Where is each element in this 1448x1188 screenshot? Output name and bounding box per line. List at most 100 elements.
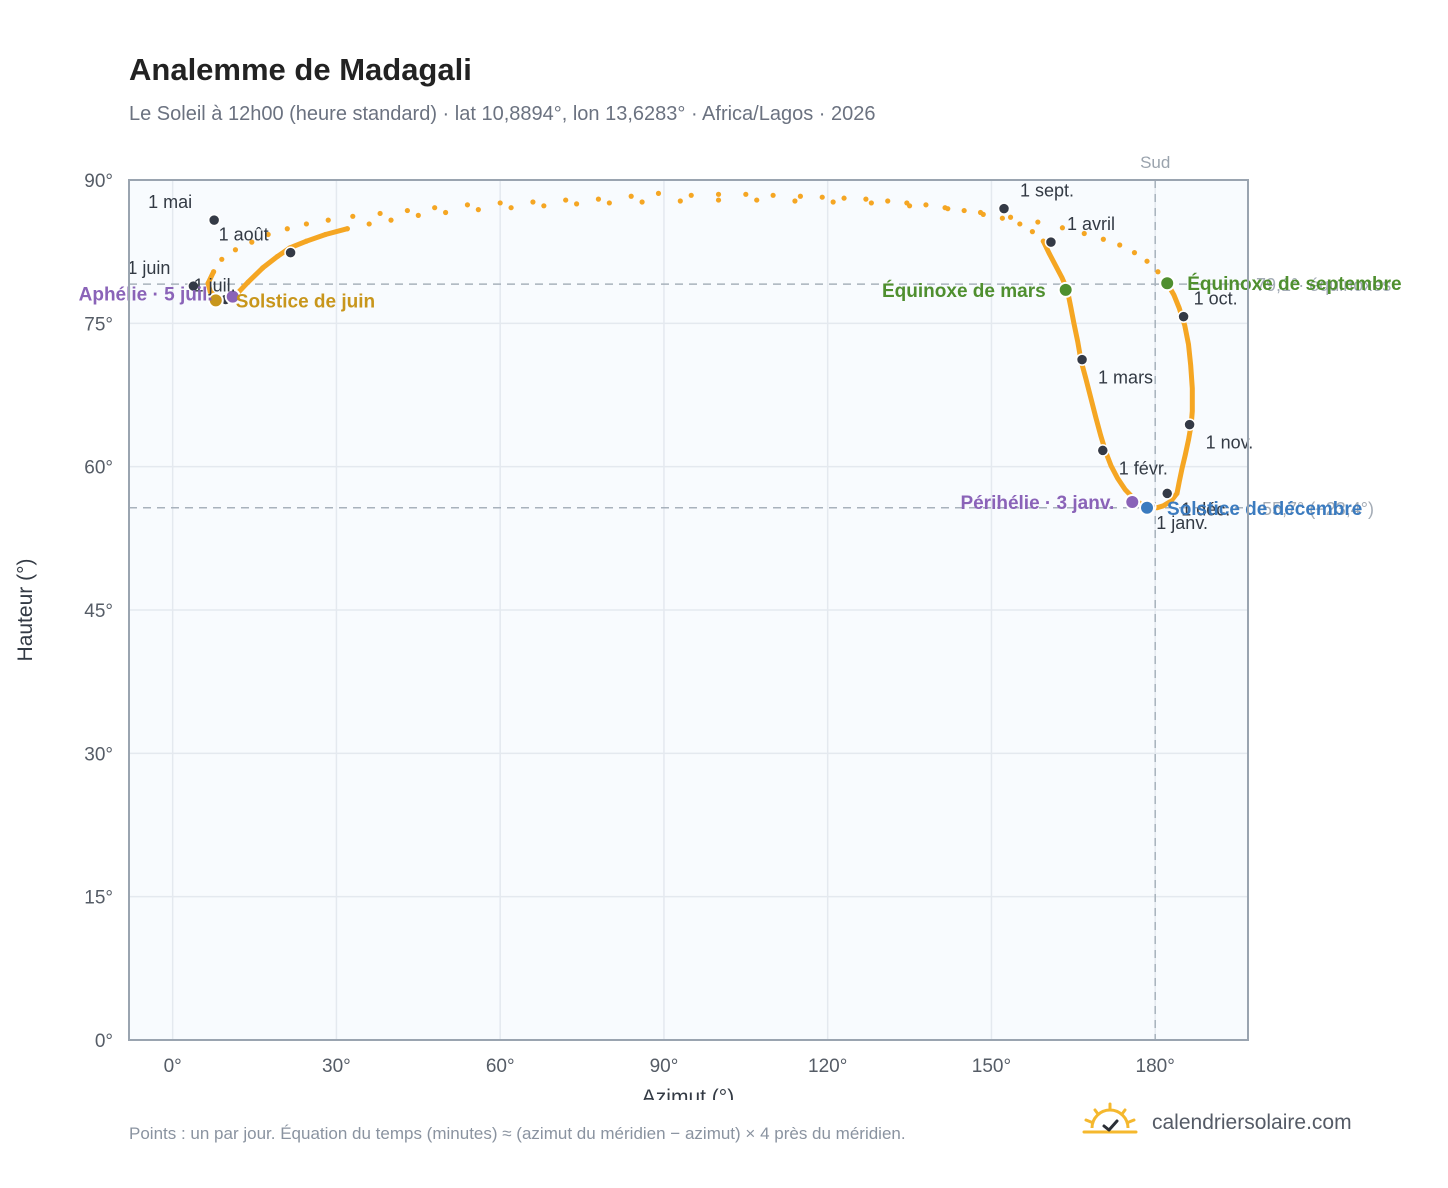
- june-solstice-marker: [207, 292, 224, 309]
- y-tick-label: 0°: [95, 1031, 113, 1052]
- aphelion-marker: [224, 288, 241, 305]
- daily-point: [1100, 236, 1106, 242]
- axis-frame: [128, 179, 1249, 1041]
- month-label: 1 oct.: [1194, 289, 1238, 309]
- brand-name[interactable]: calendriersolaire.com: [1152, 1110, 1352, 1134]
- daily-point: [350, 213, 356, 219]
- daily-point: [284, 226, 290, 232]
- reference-line-label: 79,1°· équinoxes: [1256, 275, 1391, 295]
- daily-point: [1155, 269, 1161, 275]
- daily-point: [265, 231, 271, 238]
- december-solstice-label: Solstice de décembre: [1167, 499, 1362, 520]
- daily-point: [404, 207, 410, 214]
- daily-point: [945, 206, 951, 212]
- month-marker: [1075, 353, 1089, 366]
- daily-point: [863, 196, 869, 202]
- daily-point: [885, 198, 891, 204]
- daily-point: [923, 202, 929, 208]
- daily-point: [211, 269, 217, 275]
- daily-point: [415, 212, 421, 218]
- x-tick-label: 120°: [808, 1056, 847, 1077]
- y-tick-label: 15°: [84, 888, 113, 909]
- daily-point: [574, 201, 580, 207]
- analemma-chart: Sud 79,1°· équinoxes 55,7° (−23,4°) 1 janv…: [14, 153, 1402, 1100]
- x-axis-label: Azimut (°): [642, 1086, 734, 1100]
- y-tick-label: 45°: [84, 601, 113, 622]
- daily-point: [819, 194, 825, 200]
- daily-point: [754, 197, 760, 203]
- daily-point: [688, 192, 694, 198]
- month-label: 1 janv.: [1156, 513, 1208, 533]
- daily-point: [205, 280, 211, 286]
- month-label: 1 mars: [1098, 368, 1153, 388]
- month-label: 1 mai: [148, 192, 192, 212]
- daily-point: [1007, 214, 1014, 220]
- y-axis-label: Hauteur (°): [14, 559, 37, 662]
- reference-line-label: 55,7° (−23,4°): [1262, 499, 1374, 519]
- daily-point: [219, 256, 225, 262]
- sun-check-icon: [1082, 1102, 1138, 1143]
- daily-point: [508, 205, 514, 211]
- month-label: 1 févr.: [1119, 458, 1168, 478]
- month-marker: [997, 202, 1011, 215]
- month-marker: [284, 246, 297, 259]
- month-marker: [1044, 235, 1058, 249]
- month-marker: [1160, 487, 1174, 500]
- y-tick-label: 30°: [84, 744, 113, 765]
- daily-point: [344, 226, 350, 232]
- month-marker: [1183, 418, 1196, 431]
- month-marker: [187, 279, 200, 293]
- march-equinox-label: Équinoxe de mars: [882, 280, 1046, 302]
- daily-point: [232, 247, 239, 253]
- x-tick-label: 90°: [650, 1056, 679, 1077]
- daily-point: [1035, 219, 1041, 225]
- x-tick-label: 60°: [486, 1056, 515, 1077]
- daily-point: [841, 195, 847, 201]
- month-marker: [1096, 444, 1110, 457]
- x-tick-label: 150°: [972, 1056, 1011, 1077]
- daily-point: [906, 203, 913, 209]
- daily-point: [388, 217, 394, 223]
- daily-point: [530, 199, 536, 205]
- month-label: 1 avril: [1067, 214, 1115, 234]
- daily-point: [830, 199, 836, 205]
- month-label: 1 juin: [127, 258, 170, 278]
- daily-point: [497, 200, 503, 206]
- daily-point: [1081, 230, 1087, 237]
- chart-title: Analemme de Madagali: [129, 52, 472, 87]
- y-tick-label: 75°: [84, 314, 113, 335]
- x-tick-label: 30°: [322, 1056, 351, 1077]
- daily-point: [1131, 250, 1138, 256]
- daily-point: [322, 231, 329, 238]
- daily-point: [770, 192, 776, 198]
- daily-point: [999, 215, 1005, 221]
- brand[interactable]: calendriersolaire.com: [1082, 1102, 1352, 1143]
- daily-point: [715, 197, 722, 203]
- month-marker: [1177, 310, 1190, 323]
- daily-point: [677, 198, 683, 204]
- daily-point: [260, 265, 266, 271]
- daily-point: [868, 200, 874, 206]
- y-tick-label: 90°: [84, 171, 113, 192]
- month-marker: [207, 213, 221, 227]
- daily-point: [274, 253, 281, 260]
- daily-point: [1029, 229, 1035, 235]
- perihelion-label: Périhélie · 3 janv.: [960, 493, 1114, 514]
- daily-point: [563, 197, 569, 203]
- daily-point: [639, 199, 645, 205]
- month-label: 1 déc.: [1181, 499, 1230, 519]
- daily-point: [595, 196, 602, 202]
- x-tick-label: 180°: [1136, 1056, 1175, 1077]
- month-label: 1 nov.: [1206, 433, 1254, 453]
- meridian-label: Sud: [1140, 153, 1170, 172]
- month-label: 1 sept.: [1020, 181, 1074, 201]
- analemma-segment: [231, 226, 350, 300]
- y-tick-label: 60°: [84, 458, 113, 479]
- daily-point: [249, 239, 255, 245]
- daily-point: [743, 191, 749, 197]
- daily-point: [628, 193, 634, 199]
- daily-point: [1059, 225, 1066, 231]
- daily-point: [432, 205, 438, 211]
- daily-point: [606, 200, 612, 206]
- daily-point: [792, 198, 798, 204]
